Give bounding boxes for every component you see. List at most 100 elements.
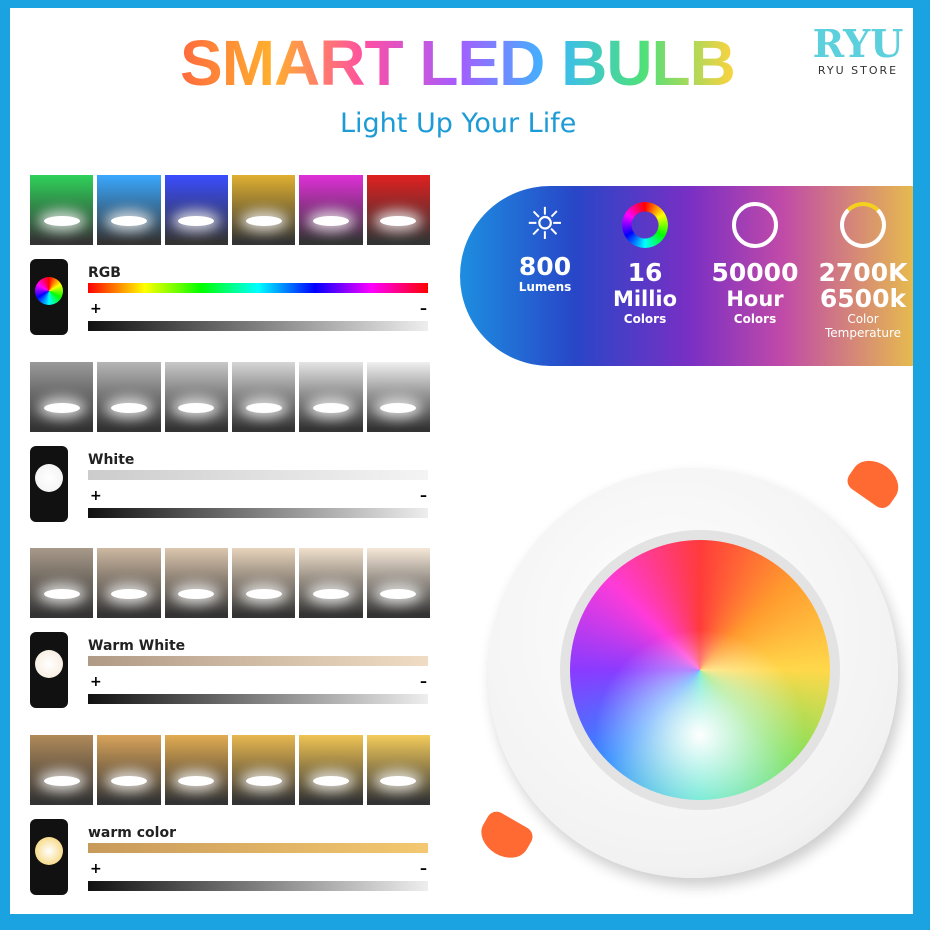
brightness-slider[interactable] [88,508,428,518]
light-preview-tile [97,362,161,432]
mounting-clip [843,452,907,512]
light-preview-tile [299,735,363,805]
color-wheel-icon [590,202,700,260]
spec-unit: Lumens [518,280,572,294]
light-preview-tile [164,362,228,432]
brightness-slider[interactable] [88,321,428,331]
light-preview-tile [97,175,161,245]
spec-unit: Hour [726,287,784,311]
light-preview-tile [97,735,161,805]
light-glow [43,775,80,786]
light-glow [110,215,147,226]
light-preview-tile [231,362,296,432]
led-downlight [488,468,898,878]
light-glow [380,215,417,226]
light-preview-tile [164,175,228,245]
mode-label: Warm White [88,638,186,654]
spec-colors: 16 Millio Colors [590,196,700,326]
minus-label: – [420,301,427,317]
sun-icon: ☼ [525,199,565,250]
temperature-dial-icon [808,202,913,260]
spec-unit: Millio [612,287,678,311]
light-glow [178,215,215,226]
light-preview-tile [366,735,430,805]
light-glow [380,402,417,413]
light-preview-row [30,175,430,245]
light-preview-tile [366,362,430,432]
light-preview-tile [30,548,94,618]
phone-app-icon [30,446,68,522]
spec-hours: 50000 Hour Colors [700,196,810,326]
light-glow [178,588,215,599]
logo-mark: RYU [812,21,904,66]
mode-label: RGB [88,265,121,281]
mode-section: White + – [30,362,430,532]
light-preview-tile [299,548,363,618]
spec-extra: Colors [733,312,777,326]
light-glow [178,402,215,413]
logo-store-name: RYU STORE [817,64,899,77]
rgb-light-panel [570,540,830,800]
light-preview-tile [97,548,161,618]
brightness-slider[interactable] [88,881,428,891]
light-glow [245,775,282,786]
light-preview-row [30,548,430,618]
light-glow [110,588,147,599]
spec-value: 50000 [711,258,799,287]
subtitle: Light Up Your Life [340,108,577,139]
light-glow [312,588,349,599]
light-preview-tile [366,548,430,618]
light-glow [110,775,147,786]
light-preview-row [30,362,430,432]
mode-section: RGB + – [30,175,430,345]
light-glow [380,588,417,599]
light-glow [312,215,349,226]
minus-label: – [420,861,427,877]
light-preview-tile [366,175,430,245]
specs-banner: ☼ 800 Lumens 16 Millio Colors 50000 Hour… [460,186,913,366]
light-glow [245,402,282,413]
product-image: SMART LED BULB Light Up Your Life RYU RY… [10,8,913,914]
light-preview-tile [231,735,296,805]
light-preview-tile [30,362,94,432]
color-slider[interactable] [88,470,428,480]
color-slider[interactable] [88,656,428,666]
light-preview-tile [164,735,228,805]
spec-value: 2700K [818,258,908,287]
spec-extra: Colors [623,312,667,326]
light-glow [312,402,349,413]
light-preview-tile [30,735,94,805]
page-title: SMART LED BULB [180,27,736,99]
minus-label: – [420,488,427,504]
light-glow [312,775,349,786]
phone-app-icon [30,632,68,708]
plus-label: + [90,861,102,877]
color-slider[interactable] [88,283,428,293]
spec-color-temperature: 2700K 6500k Color Temperature [808,196,913,340]
plus-label: + [90,488,102,504]
clock-icon [700,202,810,260]
phone-app-icon [30,259,68,335]
light-glow [245,215,282,226]
store-logo: RYU RYU STORE [808,21,908,78]
light-glow [43,402,80,413]
light-preview-tile [164,548,228,618]
light-glow [245,588,282,599]
brightness-slider[interactable] [88,694,428,704]
light-glow [43,588,80,599]
spec-lumens: ☼ 800 Lumens [490,196,600,294]
light-glow [380,775,417,786]
light-preview-tile [30,175,94,245]
mode-section: warm color + – [30,735,430,905]
plus-label: + [90,674,102,690]
mode-label: White [88,452,135,468]
plus-label: + [90,301,102,317]
color-slider[interactable] [88,843,428,853]
light-preview-tile [299,362,363,432]
spec-unit: 6500k [819,284,907,313]
light-preview-tile [231,175,296,245]
light-preview-tile [299,175,363,245]
light-glow [178,775,215,786]
spec-value: 16 [627,258,663,287]
spec-extra: Color Temperature [824,312,901,340]
